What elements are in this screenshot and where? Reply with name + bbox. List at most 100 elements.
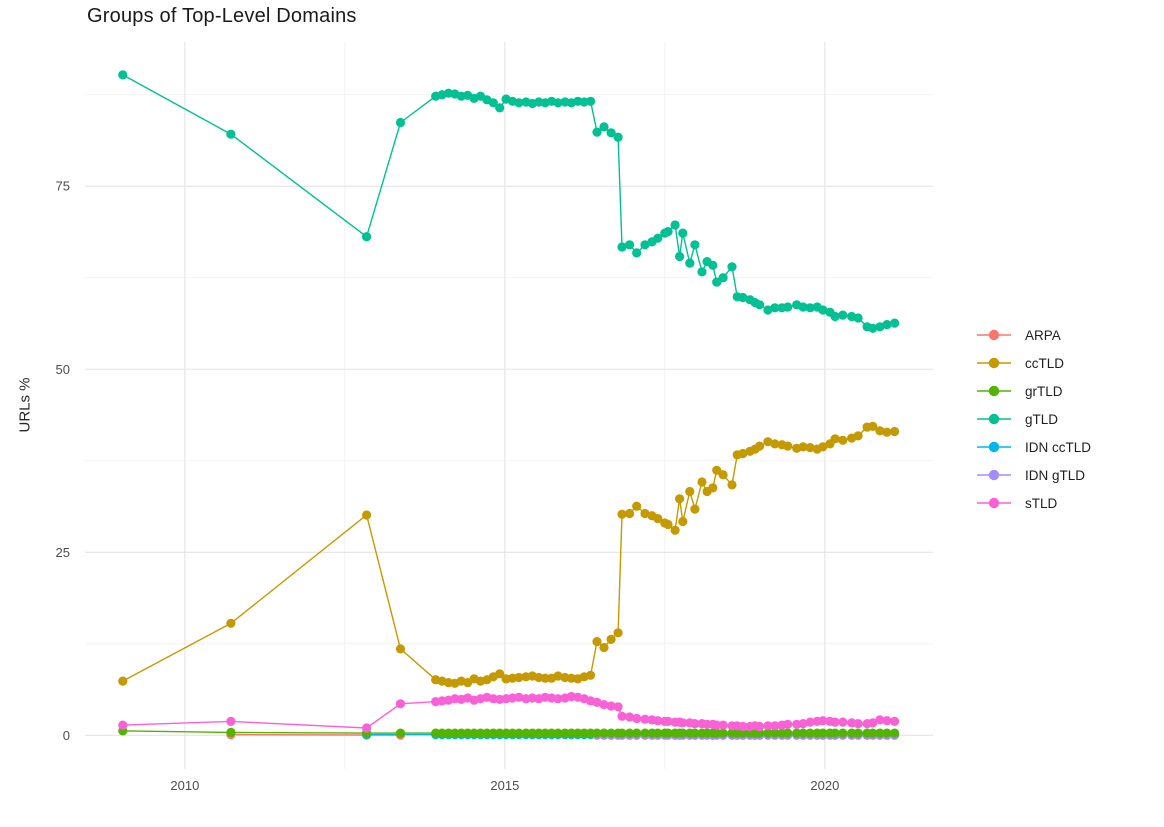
data-point [690, 728, 700, 738]
data-point [890, 728, 900, 738]
data-point [727, 262, 737, 272]
data-point [770, 728, 780, 738]
data-point [395, 644, 406, 654]
data-point [798, 719, 808, 729]
data-point [755, 300, 765, 310]
legend-item-stld: sTLD [974, 489, 1091, 517]
data-point [599, 642, 609, 653]
data-point [456, 728, 466, 738]
data-point [450, 728, 460, 738]
data-point [798, 442, 808, 452]
data-point [805, 717, 815, 727]
data-point [118, 720, 128, 730]
data-point [463, 728, 473, 738]
data-point [838, 717, 848, 727]
data-point [579, 728, 589, 738]
data-point [613, 702, 623, 712]
data-point [838, 310, 848, 320]
data-point [553, 694, 563, 704]
data-point [663, 728, 673, 738]
data-point [617, 509, 627, 519]
data-point [675, 251, 685, 262]
data-point [875, 728, 885, 738]
data-point [718, 728, 728, 738]
data-point [763, 305, 773, 315]
legend-key-icon [977, 385, 1011, 397]
legend-label: ccTLD [1025, 355, 1065, 371]
data-point [783, 302, 793, 312]
data-point [868, 718, 878, 728]
data-point [625, 240, 635, 250]
data-point [890, 716, 900, 727]
data-point [670, 525, 680, 535]
data-point [632, 728, 642, 738]
data-point [818, 716, 828, 726]
data-point [678, 516, 688, 527]
data-point [783, 441, 793, 451]
data-point [798, 302, 808, 312]
data-point [534, 728, 544, 738]
data-point [617, 711, 627, 721]
data-point [443, 728, 454, 738]
data-point [847, 728, 857, 738]
data-point [868, 728, 878, 738]
data-point [599, 122, 609, 132]
data-point [770, 439, 780, 449]
data-point [475, 728, 486, 738]
data-point [718, 470, 728, 480]
data-point [798, 728, 808, 738]
data-point [718, 273, 728, 283]
data-point [805, 303, 815, 313]
data-point [738, 721, 748, 732]
data-point [527, 728, 538, 738]
x-tick-label: 2015 [490, 778, 519, 793]
legend-key-icon [977, 497, 1011, 509]
data-point [678, 228, 688, 238]
data-point [592, 728, 602, 738]
data-point [805, 728, 815, 738]
data-point [653, 728, 663, 738]
data-point [853, 313, 863, 323]
legend-item-gtld: gTLD [974, 405, 1091, 433]
data-point [805, 443, 815, 453]
data-point [838, 728, 848, 738]
data-point [875, 426, 885, 436]
data-point [521, 728, 531, 738]
data-point [540, 673, 550, 683]
data-point [783, 728, 793, 738]
data-point [690, 240, 700, 250]
data-point [613, 628, 623, 638]
data-point [868, 323, 878, 333]
data-point [553, 671, 563, 681]
data-point [395, 728, 406, 738]
data-point [818, 305, 828, 315]
data-point [818, 728, 828, 738]
data-point [488, 98, 498, 108]
data-point [697, 477, 707, 487]
data-point [670, 220, 680, 230]
data-point [599, 700, 609, 710]
x-tick-label: 2010 [170, 778, 199, 793]
data-point [882, 320, 892, 330]
data-point [507, 728, 518, 738]
data-point [678, 718, 688, 728]
data-point [437, 728, 447, 738]
series-cctld [118, 421, 900, 688]
data-point [678, 728, 688, 738]
data-point [690, 719, 700, 729]
data-point [625, 728, 635, 738]
legend-key-icon [977, 469, 1011, 481]
data-point [592, 127, 602, 137]
data-point [830, 728, 840, 738]
legend-item-idn-gtld: IDN gTLD [974, 461, 1091, 489]
legend-item-cctld: ccTLD [974, 349, 1091, 377]
y-tick-label: 25 [56, 545, 70, 560]
data-point [663, 519, 673, 530]
data-point [830, 434, 840, 444]
data-point [573, 728, 583, 738]
data-point [718, 720, 728, 730]
data-point [514, 98, 524, 108]
data-point [482, 728, 492, 738]
data-point [763, 728, 773, 738]
data-point [560, 728, 570, 738]
